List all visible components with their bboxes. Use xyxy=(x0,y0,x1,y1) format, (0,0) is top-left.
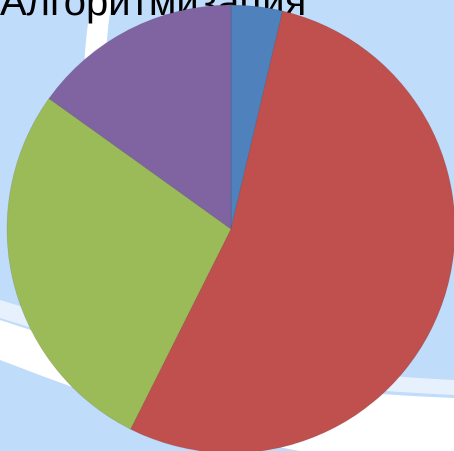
pie-chart xyxy=(0,0,454,451)
